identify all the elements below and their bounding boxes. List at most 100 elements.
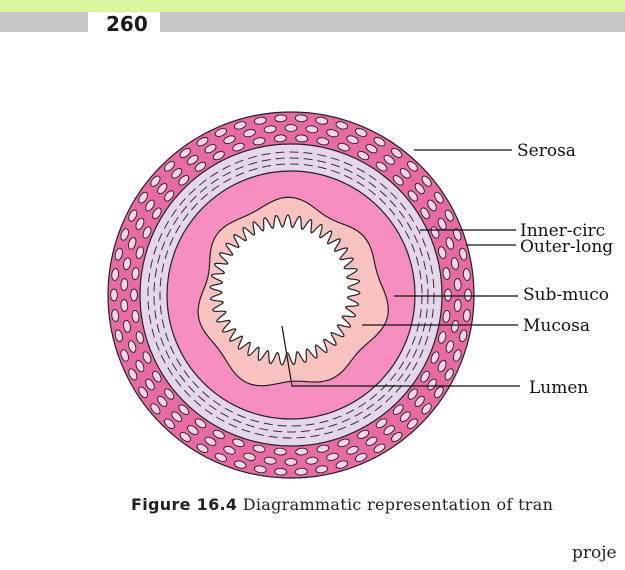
serosa-cell-oval xyxy=(407,190,418,202)
serosa-cell-oval xyxy=(453,228,462,241)
serosa-cell-oval xyxy=(434,191,444,204)
serosa-cell-oval xyxy=(120,278,129,291)
serosa-cell-oval xyxy=(142,226,152,239)
serosa-cell-oval xyxy=(135,331,144,344)
serosa-cell-oval xyxy=(152,207,162,220)
serosa-cell-oval xyxy=(420,207,430,220)
serosa-cell-oval xyxy=(223,135,236,145)
serosa-cell-oval xyxy=(274,467,288,476)
serosa-cell-oval xyxy=(392,175,404,186)
serosa-cell-oval xyxy=(157,183,168,195)
serosa-cell-oval xyxy=(315,465,329,474)
serosa-cell-oval xyxy=(145,199,155,212)
serosa-cell-oval xyxy=(335,121,349,130)
serosa-cell-oval xyxy=(444,368,454,381)
serosa-cell-oval xyxy=(294,467,308,476)
serosa-cell-oval xyxy=(150,175,161,187)
serosa-cell-oval xyxy=(354,453,368,462)
serosa-cell-oval xyxy=(145,378,155,391)
serosa-cell-oval xyxy=(233,460,247,469)
serosa-cell-oval xyxy=(453,299,462,312)
serosa-cell-oval xyxy=(365,436,378,446)
serosa-cell-oval xyxy=(152,370,162,383)
serosa-cell-oval xyxy=(326,452,339,461)
serosa-cell-oval xyxy=(131,309,140,323)
serosa-cell-oval xyxy=(274,114,288,123)
serosa-cell-oval xyxy=(357,151,370,161)
serosa-cell-oval xyxy=(453,349,462,362)
muscle-fiber-pattern xyxy=(147,151,435,439)
serosa-cell-oval xyxy=(420,370,430,383)
serosa-cell-oval xyxy=(110,288,118,302)
figure-caption: Figure 16.4 Diagrammatic representation … xyxy=(131,495,553,514)
serosa-cell-oval xyxy=(451,257,459,271)
serosa-cell-oval xyxy=(459,247,468,261)
muscle-fiber-ring xyxy=(153,157,429,433)
serosa-cell-oval xyxy=(135,360,145,373)
serosa-cell-oval xyxy=(337,438,350,448)
lumen-villi-outline xyxy=(209,214,361,366)
serosa-cell-oval xyxy=(138,386,148,399)
serosa-cell-oval xyxy=(196,137,209,147)
serosa-cell-oval xyxy=(194,161,207,172)
serosa-cell-oval xyxy=(391,148,403,158)
serosa-cell-oval xyxy=(315,116,329,125)
serosa-cell-oval xyxy=(273,134,287,143)
serosa-cell-oval xyxy=(427,199,437,212)
serosa-cell-oval xyxy=(407,418,418,429)
serosa-cell-oval xyxy=(284,124,298,132)
serosa-cell-oval xyxy=(187,425,199,436)
serosa-cell-oval xyxy=(316,444,330,453)
figure-caption-text: Diagrammatic representation of tran xyxy=(237,495,554,514)
trailing-body-text: proje xyxy=(572,543,617,563)
serosa-cell-oval xyxy=(442,267,451,281)
serosa-cell-oval xyxy=(223,445,236,455)
serosa-cell-oval xyxy=(437,360,447,373)
serosa-cell-oval xyxy=(135,217,145,230)
serosa-cell-oval xyxy=(263,456,277,465)
serosa-cell-oval xyxy=(392,404,404,415)
serosa-cell-oval xyxy=(407,388,418,400)
serosa-cell-oval xyxy=(365,144,378,154)
serosa-cell-oval xyxy=(131,267,140,281)
serosa-cell-oval xyxy=(178,175,190,186)
serosa-cell-oval xyxy=(462,309,471,322)
serosa-cell-oval xyxy=(434,386,444,399)
serosa-cell-oval xyxy=(135,246,144,259)
serosa-cell-oval xyxy=(128,368,138,381)
serosa-cell-oval xyxy=(464,288,472,302)
serosa-cell-oval xyxy=(232,438,245,448)
label-mucosa: Mucosa xyxy=(523,316,590,336)
muscle-fiber-ring xyxy=(159,163,423,427)
serosa-cell-oval xyxy=(437,217,447,230)
serosa-cell-oval xyxy=(284,458,298,466)
serosa-cell-oval xyxy=(399,411,411,422)
label-inner-circular: Inner-circ xyxy=(520,221,605,241)
serosa-cell-oval xyxy=(164,388,175,400)
serosa-cell-oval xyxy=(295,447,309,456)
serosa-cell-oval xyxy=(138,191,148,204)
serosa-cell-oval xyxy=(187,154,199,165)
serosa-cell-oval xyxy=(346,135,359,145)
serosa-cell-oval xyxy=(157,395,168,407)
serosa-cell-oval xyxy=(214,128,228,137)
serosa-cell-oval xyxy=(438,246,447,259)
lumen-leader-line xyxy=(281,325,520,387)
serosa-cell-oval xyxy=(243,129,256,138)
serosa-cell-oval xyxy=(453,278,462,291)
serosa-cell-oval xyxy=(421,403,432,415)
serosa-cell-oval xyxy=(316,137,330,146)
serosa-cell-oval xyxy=(233,121,247,130)
serosa-cell-oval xyxy=(373,137,386,147)
serosa-cell-oval xyxy=(451,319,459,333)
serosa-cell-oval xyxy=(263,125,277,134)
serosa-cell-oval xyxy=(164,161,175,172)
header-gray-bar-left xyxy=(0,12,88,32)
serosa-cell-oval xyxy=(120,349,129,362)
serosa-cell-oval xyxy=(273,447,287,456)
serosa-cell-oval xyxy=(383,154,395,165)
serosa-cell-oval xyxy=(178,404,190,415)
serosa-cell-oval xyxy=(462,268,471,281)
serosa-cell-oval xyxy=(142,351,152,364)
